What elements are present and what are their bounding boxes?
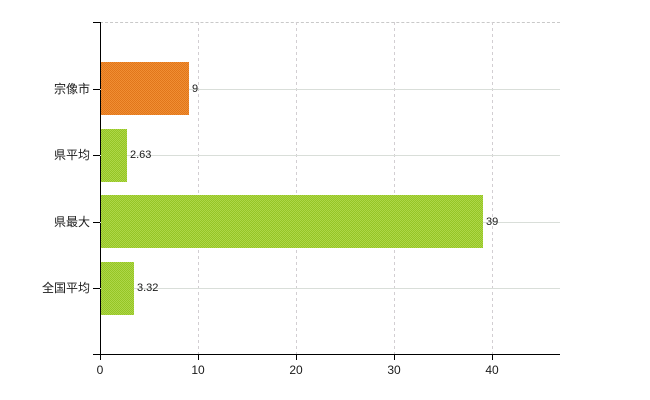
x-axis-tick: [492, 354, 493, 360]
h-gridline: [100, 155, 560, 156]
y-axis: [100, 22, 101, 354]
v-gridline: [492, 22, 493, 354]
bar: [101, 62, 189, 115]
h-gridline: [100, 88, 560, 90]
v-gridline: [296, 22, 297, 354]
plot-area-top-border: [100, 22, 560, 23]
x-axis-tick: [198, 354, 199, 360]
y-axis-tick: [93, 288, 100, 289]
x-axis-tick: [100, 354, 101, 360]
h-gridline: [100, 288, 560, 289]
bar-value-label: 39: [486, 215, 499, 228]
x-tick-label: 40: [485, 363, 499, 377]
x-tick-label: 10: [191, 363, 205, 377]
y-axis-tick: [93, 22, 100, 23]
x-tick-label: 30: [387, 363, 401, 377]
category-label: 県平均: [53, 148, 90, 162]
bar-value-label: 3.32: [137, 282, 159, 294]
y-axis-tick: [93, 155, 100, 156]
x-tick-label: 0: [96, 363, 104, 377]
category-label: 県最大: [53, 214, 90, 229]
y-axis-tick: [93, 88, 100, 90]
x-axis: [93, 354, 560, 355]
bar-value-label: 2.63: [130, 149, 152, 161]
x-axis-tick: [394, 354, 395, 360]
y-axis-tick: [93, 221, 100, 223]
bar-value-label: 9: [192, 82, 199, 95]
category-label: 宗像市: [53, 81, 90, 96]
category-label: 全国平均: [41, 281, 90, 295]
bar: [101, 261, 134, 315]
v-gridline: [198, 22, 199, 354]
x-axis-tick: [296, 354, 297, 360]
v-gridline: [394, 22, 395, 354]
x-tick-label: 20: [289, 363, 303, 377]
bar: [101, 128, 127, 182]
bar: [101, 195, 483, 248]
